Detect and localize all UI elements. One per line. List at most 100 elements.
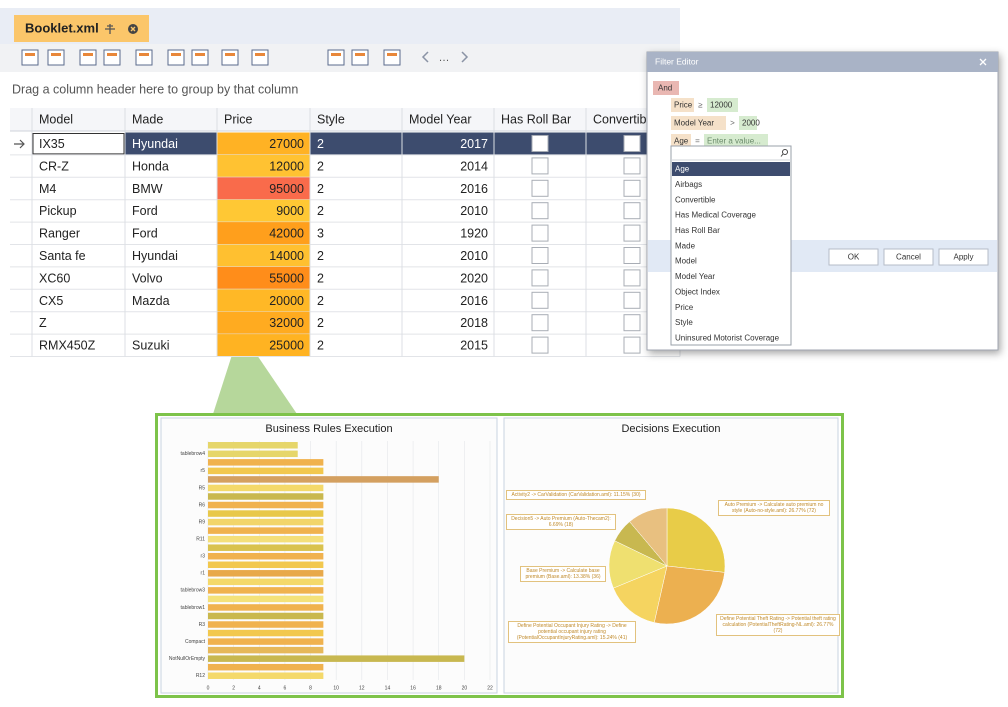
field-option[interactable]: Uninsured Motorist Coverage xyxy=(675,333,780,342)
cell-text: 2 xyxy=(317,249,324,263)
field-option[interactable]: Airbags xyxy=(675,180,702,189)
checkbox[interactable] xyxy=(531,314,549,332)
column-header[interactable]: Convertib xyxy=(593,112,647,126)
condition-value[interactable] xyxy=(704,134,768,148)
y-tick-label: Compact xyxy=(185,639,206,645)
dialog-button[interactable] xyxy=(938,248,989,266)
cell-text: 2 xyxy=(317,137,324,151)
bar xyxy=(208,646,324,654)
cell-text: RMX450Z xyxy=(39,339,96,353)
checkbox[interactable] xyxy=(623,157,641,175)
checkbox[interactable] xyxy=(531,202,549,220)
cell-text: Hyundai xyxy=(132,137,178,151)
price-cell xyxy=(217,177,310,200)
checkbox[interactable] xyxy=(531,336,549,354)
column-header[interactable]: Style xyxy=(317,112,345,126)
field-option[interactable]: Model xyxy=(675,257,697,266)
column-header[interactable]: Model Year xyxy=(409,112,472,126)
checkbox[interactable] xyxy=(623,269,641,287)
condition-field[interactable] xyxy=(671,134,691,148)
toolbar-button[interactable] xyxy=(21,49,39,66)
y-tick-label: R3 xyxy=(199,622,206,628)
price-cell xyxy=(217,334,310,357)
toolbar-button[interactable] xyxy=(167,49,185,66)
condition-operator[interactable]: = xyxy=(695,137,700,146)
checkbox[interactable] xyxy=(531,157,549,175)
toolbar-button[interactable] xyxy=(327,49,345,66)
toolbar-button[interactable] xyxy=(221,49,239,66)
field-option[interactable]: Model Year xyxy=(675,272,715,281)
field-option[interactable]: Object Index xyxy=(675,287,720,296)
checkbox[interactable] xyxy=(531,269,549,287)
toolbar-button-glyph xyxy=(51,53,61,56)
toolbar-button-glyph xyxy=(83,53,93,56)
checkbox[interactable] xyxy=(623,336,641,354)
condition-operator[interactable]: > xyxy=(730,119,735,128)
checkbox[interactable] xyxy=(623,135,641,152)
toolbar-button-glyph xyxy=(195,53,205,56)
toolbar-button[interactable] xyxy=(383,49,401,66)
checkbox[interactable] xyxy=(623,247,641,264)
cell-text: 3 xyxy=(317,227,324,241)
checkbox[interactable] xyxy=(531,291,549,309)
checkbox[interactable] xyxy=(623,179,641,197)
pie-label: Activity2 -> CarValidation (CarValidatio… xyxy=(506,490,646,500)
column-header[interactable]: Price xyxy=(224,112,253,126)
toolbar-button-glyph xyxy=(225,53,235,56)
checkbox[interactable] xyxy=(623,224,641,242)
x-tick-label: 16 xyxy=(410,685,416,691)
cell-text: 42000 xyxy=(269,227,304,241)
cell-text: Z xyxy=(39,316,47,330)
toolbar-button[interactable] xyxy=(351,49,369,66)
field-option[interactable]: Price xyxy=(675,303,694,312)
checkbox[interactable] xyxy=(623,202,641,220)
column-header[interactable]: Has Roll Bar xyxy=(501,112,571,126)
document-tab[interactable] xyxy=(14,15,149,42)
condition-value[interactable] xyxy=(707,98,738,112)
field-option[interactable]: Style xyxy=(675,318,693,327)
condition-value[interactable] xyxy=(739,116,757,130)
dialog-button[interactable] xyxy=(828,248,879,266)
search-icon[interactable] xyxy=(782,149,788,155)
condition-field[interactable] xyxy=(671,116,726,130)
field-option[interactable]: Age xyxy=(675,165,690,174)
field-option[interactable]: Convertible xyxy=(675,195,716,204)
dialog-button[interactable] xyxy=(883,248,934,266)
field-option[interactable]: Has Medical Coverage xyxy=(675,211,756,220)
toolbar-button[interactable] xyxy=(251,49,269,66)
cell-text: 2016 xyxy=(460,182,488,196)
group-hint: Drag a column header here to group by th… xyxy=(12,82,298,96)
toolbar-button[interactable] xyxy=(135,49,153,66)
toolbar-button-glyph xyxy=(255,53,265,56)
checkbox[interactable] xyxy=(531,179,549,197)
pin-icon[interactable] xyxy=(105,24,115,34)
toolbar-button[interactable] xyxy=(47,49,65,66)
toolbar-button[interactable] xyxy=(191,49,209,66)
toolbar-button[interactable] xyxy=(103,49,121,66)
checkbox[interactable] xyxy=(623,314,641,332)
cell-text: 2018 xyxy=(460,316,488,330)
x-tick-label: 8 xyxy=(309,685,312,691)
close-tab-cross xyxy=(130,26,136,32)
checkbox[interactable] xyxy=(531,135,549,152)
field-option[interactable]: Has Roll Bar xyxy=(675,226,720,235)
condition-operator[interactable]: ≥ xyxy=(698,101,703,110)
pie-slice xyxy=(666,507,726,573)
toolbar-nav[interactable] xyxy=(421,51,469,63)
condition-field[interactable] xyxy=(671,98,694,112)
dialog-close[interactable] xyxy=(979,58,987,66)
toolbar-button-glyph xyxy=(25,53,35,56)
cell-text: 2 xyxy=(317,339,324,353)
field-dropdown xyxy=(670,145,792,346)
checkbox[interactable] xyxy=(623,291,641,309)
column-header[interactable]: Model xyxy=(39,112,73,126)
column-header[interactable]: Made xyxy=(132,112,163,126)
cell-text: Mazda xyxy=(132,294,170,308)
checkbox[interactable] xyxy=(531,224,549,242)
checkbox[interactable] xyxy=(531,247,549,264)
group-chip[interactable] xyxy=(653,81,679,95)
cell-text: IX35 xyxy=(39,137,65,151)
toolbar-button[interactable] xyxy=(79,49,97,66)
field-option[interactable]: Made xyxy=(675,241,696,250)
